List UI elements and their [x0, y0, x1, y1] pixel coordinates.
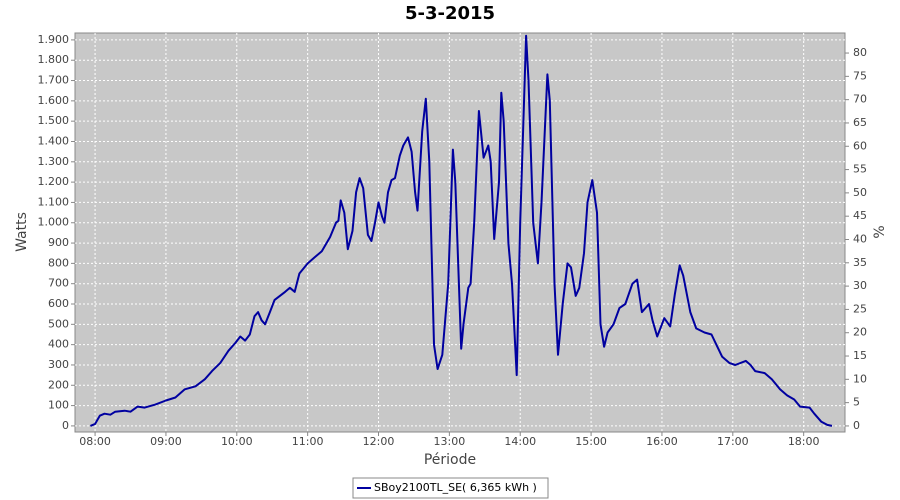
x-axis-label: Période [424, 452, 476, 468]
y-tick-label: 1.700 [38, 74, 70, 87]
x-tick-label: 09:00 [150, 435, 182, 448]
x-tick-label: 13:00 [434, 435, 466, 448]
y-tick-label: 1.900 [38, 33, 70, 46]
y2-tick-label: 35 [853, 256, 867, 269]
chart-title: 5-3-2015 [405, 3, 495, 24]
y2-tick-label: 10 [853, 372, 867, 385]
legend-label: SBoy2100TL_SE( 6,365 kWh ) [374, 481, 537, 494]
y2-tick-label: 25 [853, 302, 867, 315]
x-tick-label: 14:00 [504, 435, 536, 448]
y2-tick-label: 70 [853, 93, 867, 106]
y-tick-label: 100 [48, 399, 69, 412]
x-tick-label: 08:00 [79, 435, 111, 448]
x-tick-label: 15:00 [575, 435, 607, 448]
y-tick-label: 0 [62, 419, 69, 432]
plot-area [74, 32, 846, 433]
y2-tick-label: 45 [853, 209, 867, 222]
y2-tick-label: 5 [853, 396, 860, 409]
x-tick-label: 16:00 [646, 435, 678, 448]
y-tick-label: 300 [48, 358, 69, 371]
y2-tick-label: 15 [853, 349, 867, 362]
y-tick-label: 1.100 [38, 195, 70, 208]
x-tick-label: 17:00 [717, 435, 749, 448]
y-tick-label: 500 [48, 317, 69, 330]
y-axis-label: Watts [14, 212, 30, 252]
y2-tick-label: 60 [853, 139, 867, 152]
x-tick-label: 11:00 [292, 435, 324, 448]
y2-tick-label: 55 [853, 163, 867, 176]
y-tick-label: 1.800 [38, 53, 70, 66]
y2-tick-label: 75 [853, 69, 867, 82]
x-tick-label: 12:00 [363, 435, 395, 448]
y-tick-label: 700 [48, 277, 69, 290]
y2-tick-label: 20 [853, 326, 867, 339]
y2-tick-label: 40 [853, 232, 867, 245]
y-tick-label: 1.400 [38, 134, 70, 147]
y-tick-label: 1.000 [38, 216, 70, 229]
y2-tick-label: 50 [853, 186, 867, 199]
y-tick-label: 200 [48, 378, 69, 391]
y-tick-label: 600 [48, 297, 69, 310]
y2-tick-label: 0 [853, 419, 860, 432]
y-tick-label: 1.500 [38, 114, 70, 127]
y2-axis-label: % [872, 225, 888, 238]
y2-tick-label: 30 [853, 279, 867, 292]
y2-tick-label: 80 [853, 46, 867, 59]
y-tick-label: 900 [48, 236, 69, 249]
x-tick-label: 10:00 [221, 435, 253, 448]
x-tick-label: 18:00 [788, 435, 820, 448]
legend [352, 477, 549, 499]
y-tick-label: 1.600 [38, 94, 70, 107]
y-tick-label: 800 [48, 256, 69, 269]
y-tick-label: 400 [48, 338, 69, 351]
line-series [90, 34, 833, 427]
y-tick-label: 1.300 [38, 155, 70, 168]
y-tick-label: 1.200 [38, 175, 70, 188]
y2-tick-label: 65 [853, 116, 867, 129]
